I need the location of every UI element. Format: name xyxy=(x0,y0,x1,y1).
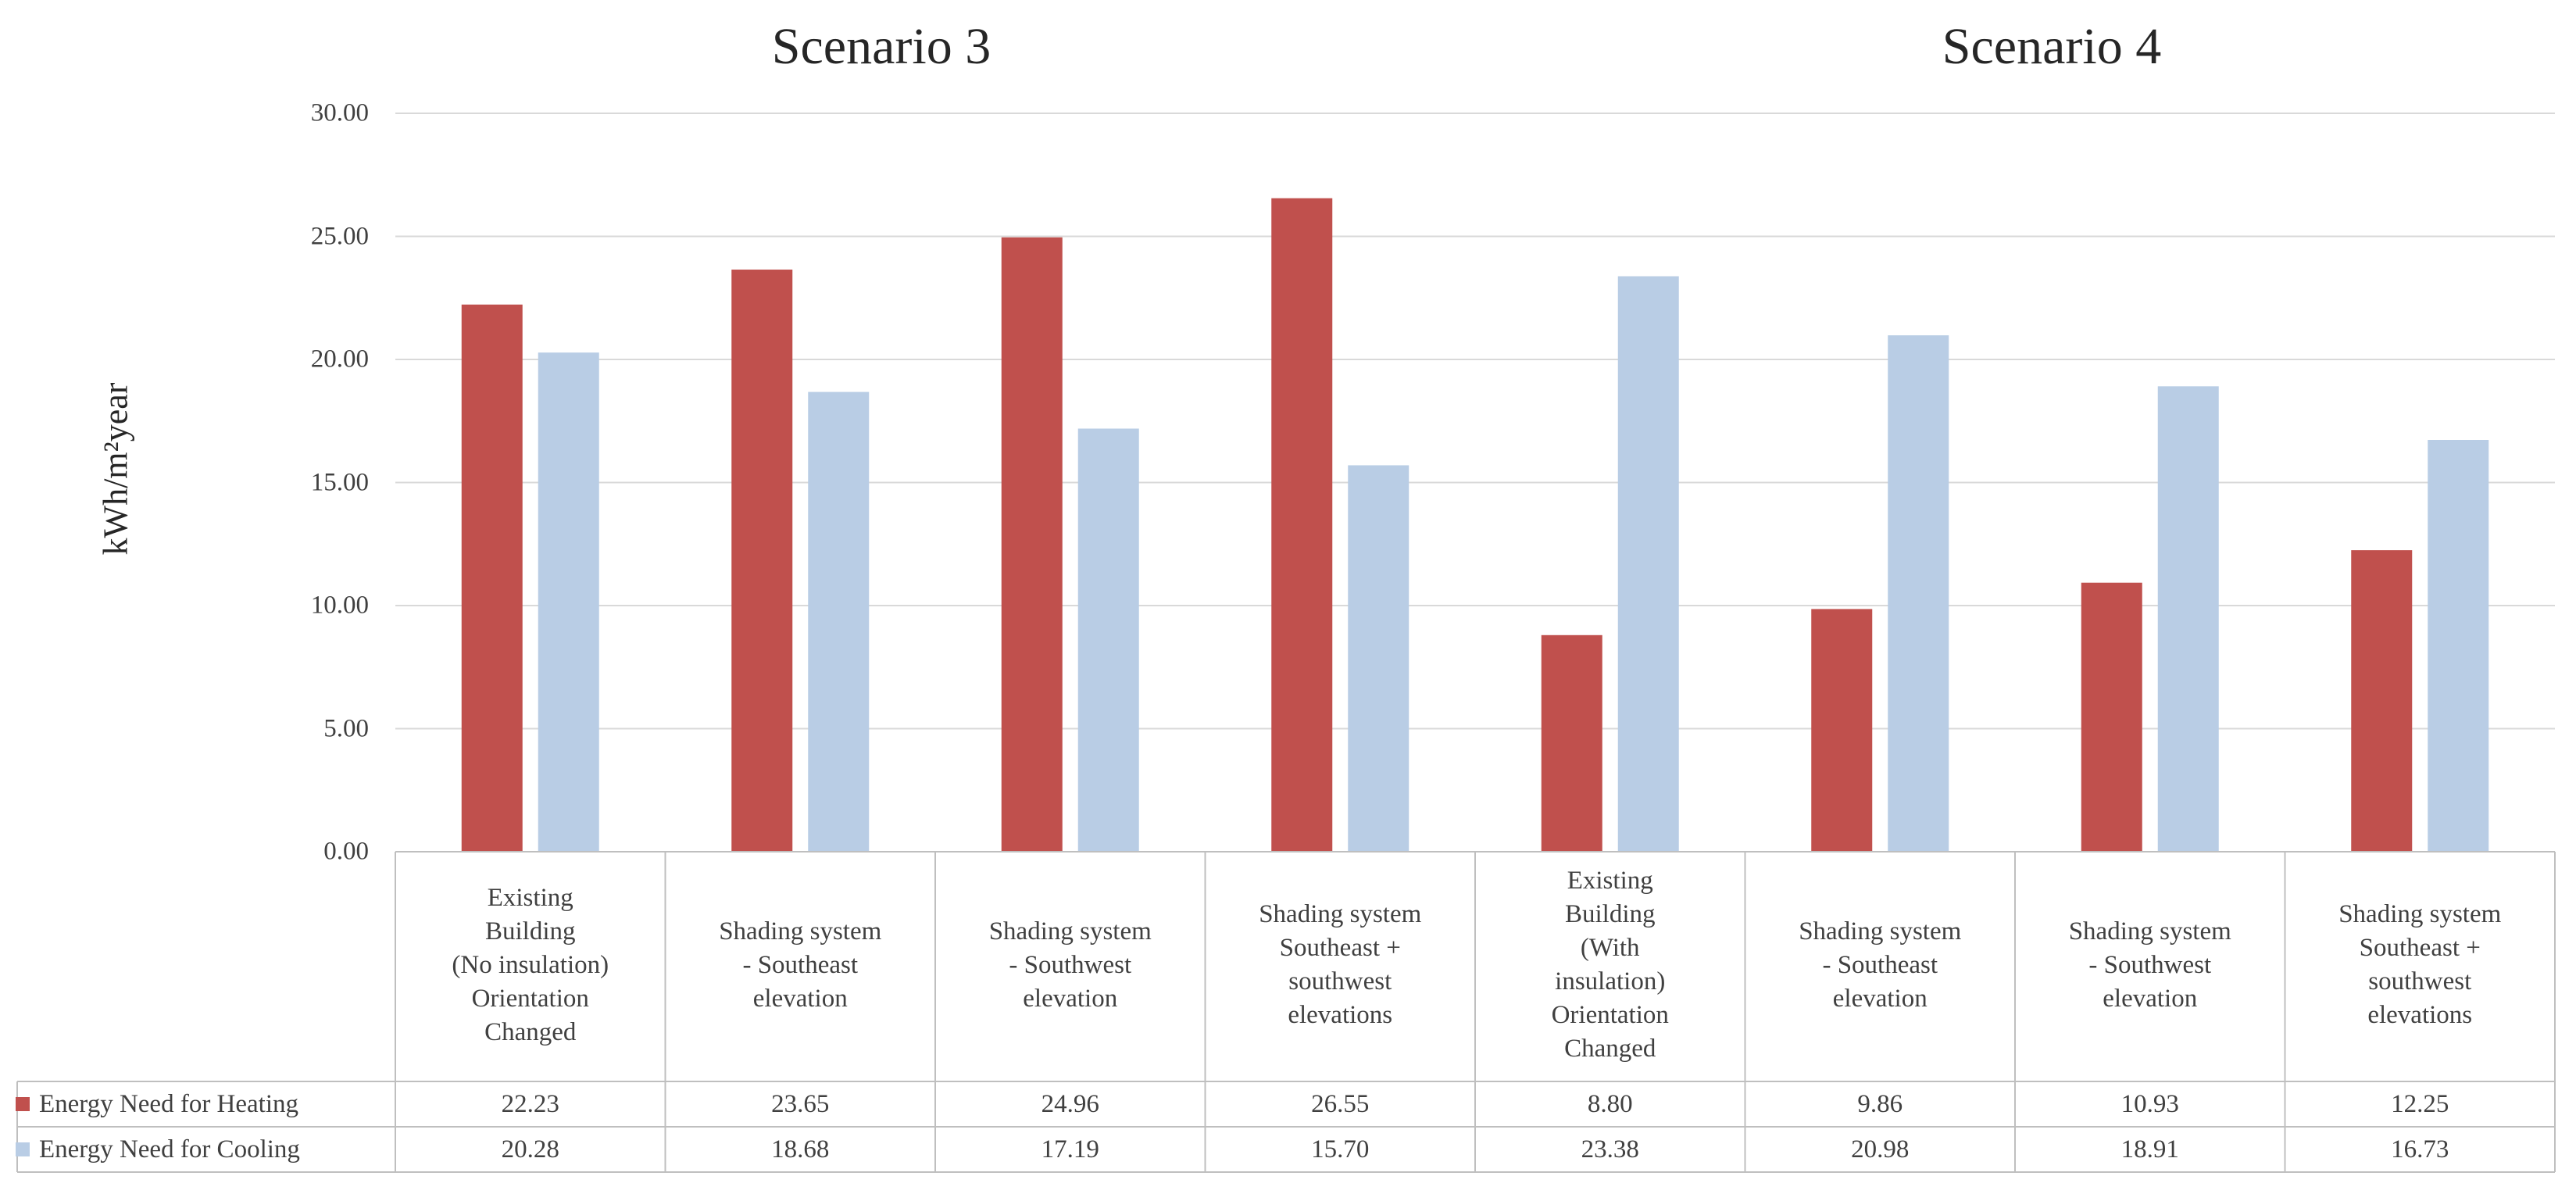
y-tick-label: 25.00 xyxy=(310,222,369,250)
cooling-value-cell: 20.28 xyxy=(501,1135,559,1163)
heating-bar xyxy=(2081,582,2142,852)
legend-swatch xyxy=(16,1097,30,1111)
cooling-value-cell: 23.38 xyxy=(1581,1135,1639,1163)
category-label: Shading system Southeast + southwest ele… xyxy=(2338,900,2502,1029)
cooling-value-cell: 15.70 xyxy=(1311,1135,1370,1163)
cooling-value-cell: 20.98 xyxy=(1851,1135,1910,1163)
legend-cooling: Energy Need for Cooling xyxy=(16,1127,300,1172)
heating-bar xyxy=(2351,550,2413,852)
legend-heating: Energy Need for Heating xyxy=(16,1081,298,1127)
cooling-bar xyxy=(1348,465,1409,852)
heating-value-cell: 23.65 xyxy=(771,1089,830,1118)
y-tick-label: 0.00 xyxy=(323,837,369,866)
cooling-value-cell: 17.19 xyxy=(1041,1135,1099,1163)
heating-value-cell: 10.93 xyxy=(2120,1089,2179,1118)
heating-bar xyxy=(1001,237,1063,852)
heating-value-cell: 26.55 xyxy=(1311,1089,1370,1118)
legend-label: Energy Need for Cooling xyxy=(39,1135,300,1163)
legend-swatch xyxy=(16,1142,30,1156)
cooling-bar xyxy=(2157,386,2219,852)
heating-value-cell: 12.25 xyxy=(2391,1089,2449,1118)
category-label: Shading system - Southwest elevation xyxy=(2068,917,2231,1013)
cooling-bar xyxy=(1888,335,1949,852)
category-label: Existing Building (With insulation) Orie… xyxy=(1551,867,1669,1063)
category-label: Shading system Southeast + southwest ele… xyxy=(1259,900,1422,1029)
heating-value-cell: 22.23 xyxy=(501,1089,559,1118)
category-label: Shading system - Southeast elevation xyxy=(719,917,882,1013)
heating-value-cell: 24.96 xyxy=(1041,1089,1099,1118)
y-tick-label: 10.00 xyxy=(310,591,369,620)
cooling-bar xyxy=(1077,428,1139,852)
cooling-value-cell: 18.68 xyxy=(771,1135,830,1163)
heating-bar xyxy=(1541,634,1602,852)
y-tick-label: 5.00 xyxy=(323,714,369,742)
heating-bar xyxy=(1271,198,1333,852)
cooling-value-cell: 18.91 xyxy=(2120,1135,2179,1163)
heating-bar xyxy=(731,270,793,852)
cooling-bar xyxy=(2428,440,2489,852)
y-tick-label: 15.00 xyxy=(310,468,369,496)
y-axis-label: kWh/m²year xyxy=(96,382,135,556)
category-label: Shading system - Southwest elevation xyxy=(988,917,1152,1013)
category-label: Shading system - Southeast elevation xyxy=(1799,917,1962,1013)
group-title-scenario-4: Scenario 4 xyxy=(1942,18,2162,75)
cooling-bar xyxy=(1617,276,1679,852)
heating-bar xyxy=(1811,609,1873,852)
heating-value-cell: 9.86 xyxy=(1857,1089,1903,1118)
group-title-scenario-3: Scenario 3 xyxy=(771,18,991,75)
legend-label: Energy Need for Heating xyxy=(39,1089,299,1118)
category-label: Existing Building (No insulation) Orient… xyxy=(452,883,609,1046)
y-tick-label: 30.00 xyxy=(310,98,369,127)
y-tick-label: 20.00 xyxy=(310,345,369,374)
cooling-value-cell: 16.73 xyxy=(2391,1135,2449,1163)
heating-value-cell: 8.80 xyxy=(1587,1089,1633,1118)
cooling-bar xyxy=(538,352,599,852)
heating-bar xyxy=(461,304,523,852)
cooling-bar xyxy=(808,391,870,852)
